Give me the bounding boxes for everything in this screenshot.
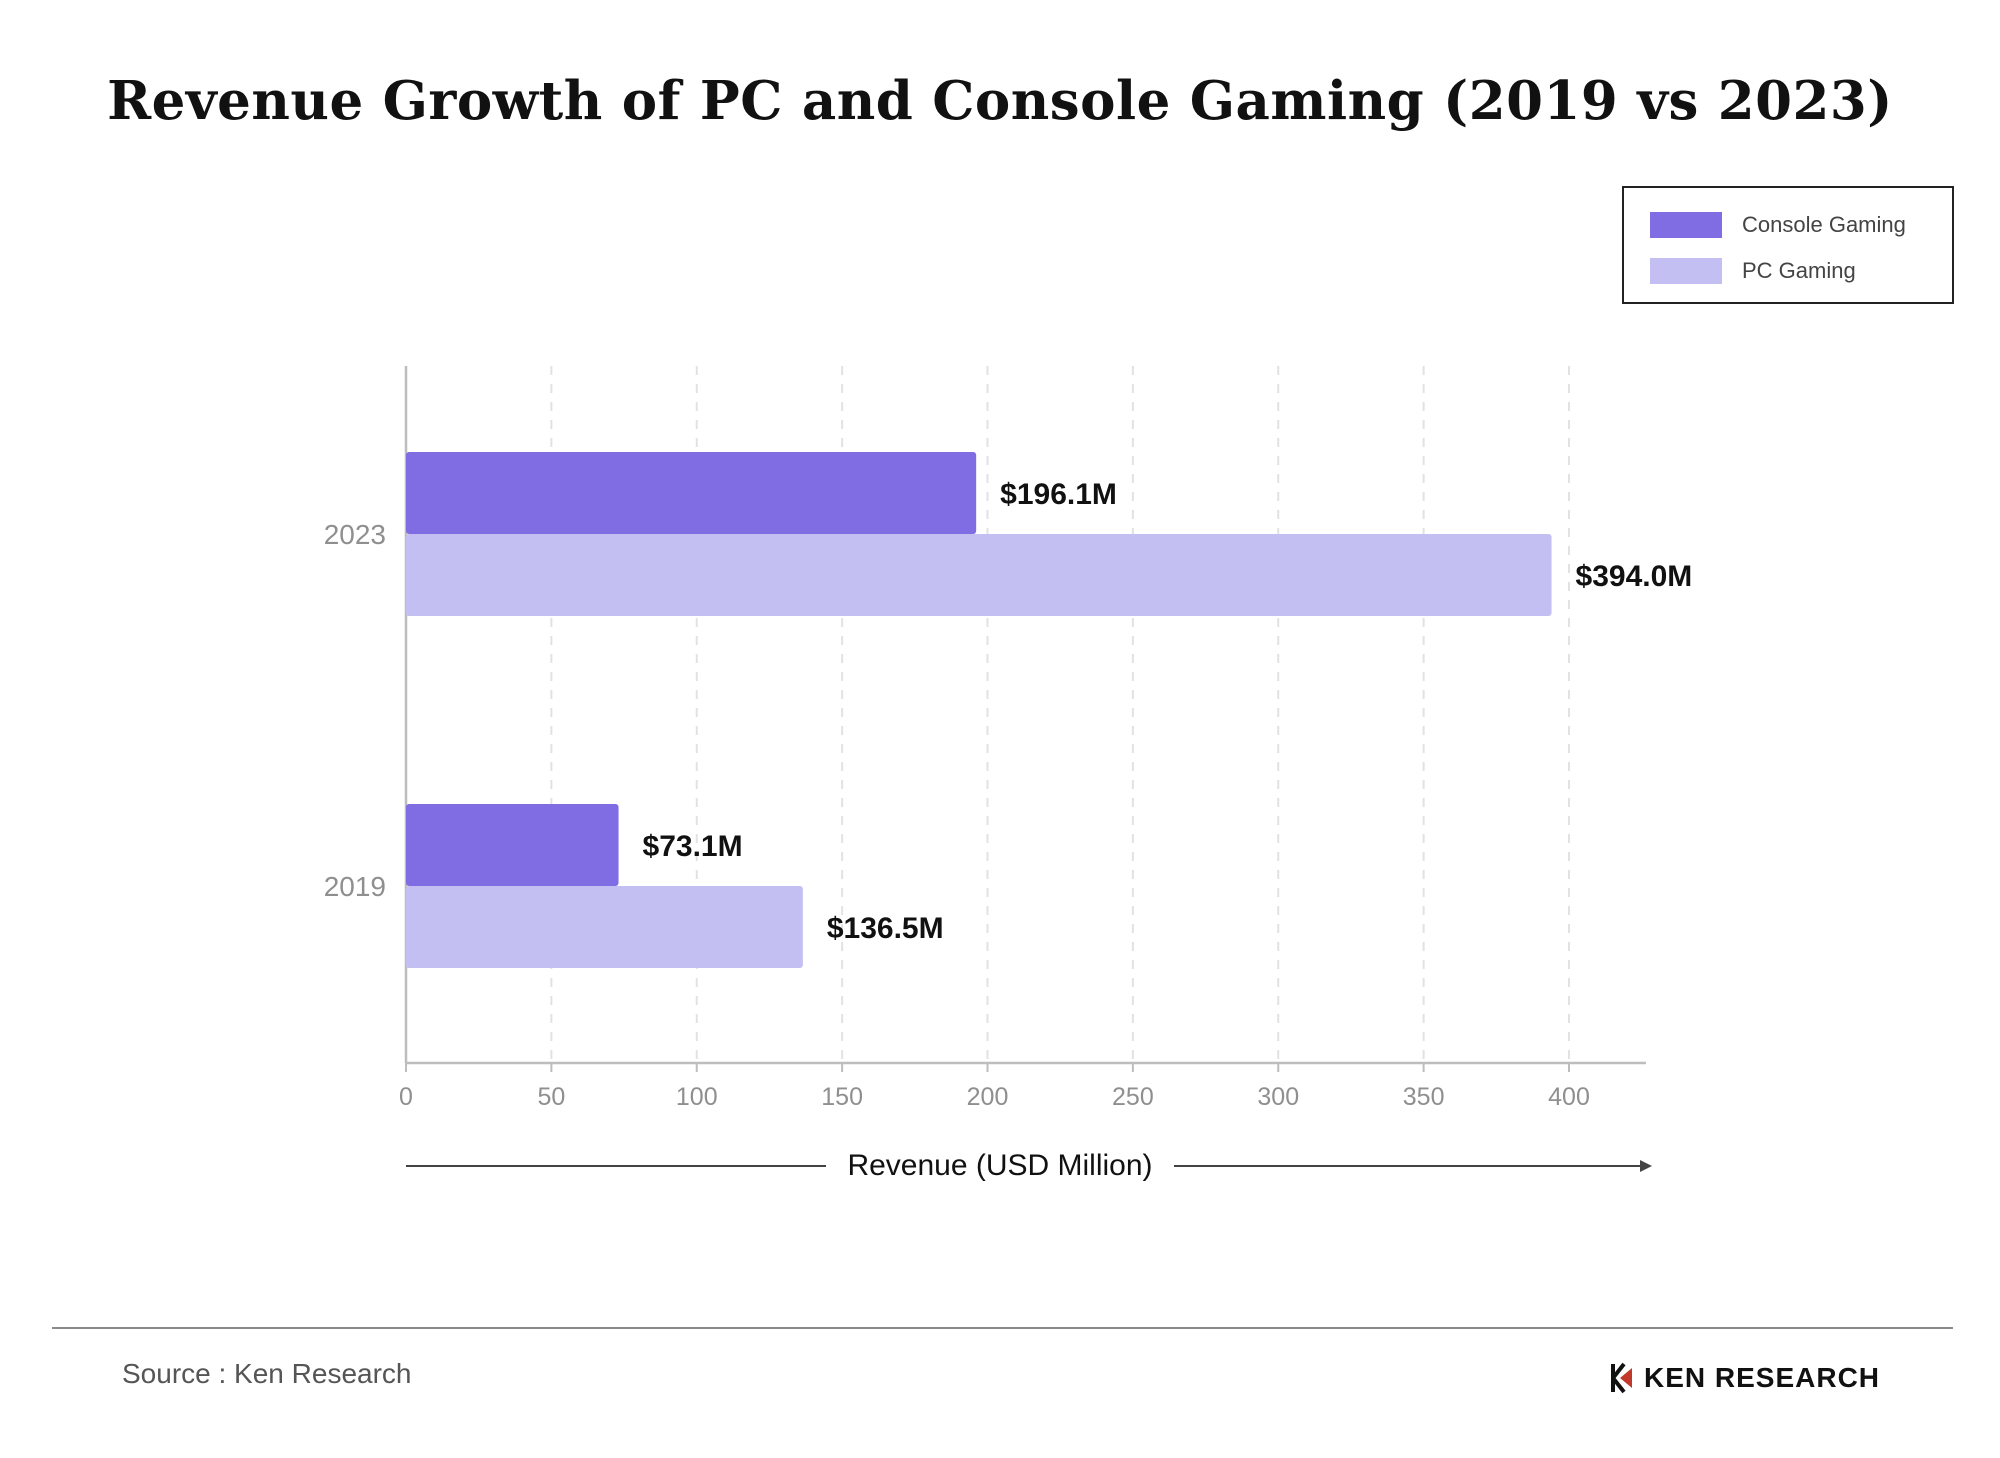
brand-name: KEN RESEARCH (1644, 1362, 1881, 1393)
data-label: $73.1M (643, 830, 743, 863)
x-tick-label: 0 (399, 1083, 413, 1111)
x-tick-label: 50 (537, 1083, 565, 1111)
tick-labels: 0 50 100 150 200 250 300 350 400 2023 2019 (324, 519, 1590, 1111)
x-tick-label: 300 (1257, 1083, 1299, 1111)
legend: Console Gaming PC Gaming (1622, 186, 1954, 304)
legend-swatch-console (1650, 212, 1722, 238)
data-labels: $196.1M $394.0M $73.1M $136.5M (643, 478, 1693, 945)
x-axis-title-group: Revenue (USD Million) (406, 1149, 1652, 1182)
bars (406, 452, 1552, 968)
source-note: Source : Ken Research (122, 1358, 412, 1389)
category-label: 2023 (324, 519, 386, 550)
legend-item-pc: PC Gaming (1650, 256, 1856, 286)
chart-title: Revenue Growth of PC and Console Gaming … (107, 70, 1893, 132)
x-tick-label: 150 (821, 1083, 863, 1111)
legend-swatch-pc (1650, 258, 1722, 284)
x-tick-label: 100 (676, 1083, 718, 1111)
legend-item-console: Console Gaming (1650, 210, 1906, 240)
x-axis-title: Revenue (USD Million) (847, 1149, 1152, 1182)
x-tick-label: 250 (1112, 1083, 1154, 1111)
bar-console-2019 (406, 804, 619, 886)
x-tick-label: 400 (1548, 1083, 1590, 1111)
legend-label-pc: PC Gaming (1742, 258, 1856, 283)
bar-pc-2023 (406, 534, 1552, 616)
brand-logo: KEN RESEARCH (1610, 1362, 1880, 1394)
data-label: $196.1M (1000, 478, 1117, 511)
bar-pc-2019 (406, 886, 803, 968)
x-tick-label: 350 (1403, 1083, 1445, 1111)
legend-label-console: Console Gaming (1742, 212, 1906, 237)
x-tick-label: 200 (967, 1083, 1009, 1111)
footer-divider (52, 1327, 1953, 1329)
category-label: 2019 (324, 871, 386, 902)
data-label: $136.5M (827, 912, 944, 945)
ken-research-logo-icon (1611, 1362, 1632, 1394)
bar-console-2023 (406, 452, 977, 534)
data-label: $394.0M (1576, 560, 1693, 593)
